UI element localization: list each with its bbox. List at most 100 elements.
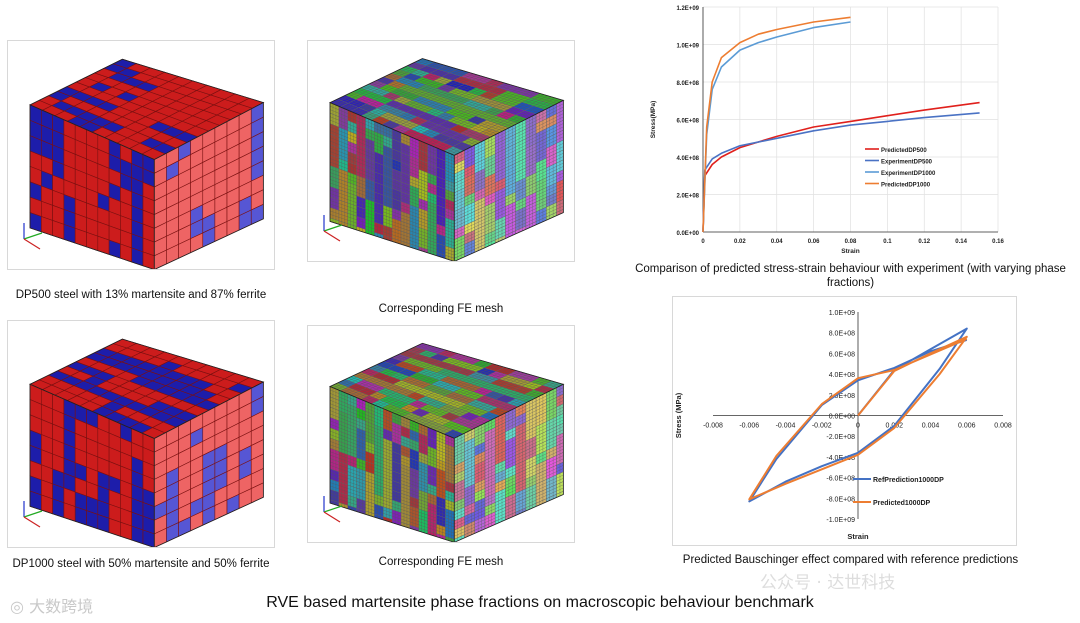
y-tick-label: -1.0E+09 — [826, 517, 855, 524]
mesh-line — [423, 89, 529, 143]
mesh-line — [454, 442, 564, 494]
mesh-line — [329, 485, 455, 528]
mesh-line — [436, 378, 544, 432]
mesh-line — [329, 126, 455, 178]
caption-mesh-top: Corresponding FE mesh — [378, 303, 504, 315]
y-tick-label: 8.0E+08 — [676, 81, 699, 87]
cube-right-face — [453, 99, 564, 263]
mesh-line — [454, 436, 564, 488]
mesh-line — [440, 95, 548, 150]
mesh-line — [329, 492, 455, 534]
mesh-line — [450, 99, 560, 155]
mesh-line — [454, 410, 564, 463]
cube-right-face — [453, 383, 564, 543]
mesh-line — [454, 209, 564, 259]
mesh-line — [329, 424, 455, 473]
mesh-line — [329, 168, 455, 215]
mesh-line — [329, 444, 455, 491]
mesh-line — [454, 186, 564, 237]
legend-label: RefPrediction1000DP — [873, 477, 944, 484]
mesh-line — [329, 482, 455, 525]
mesh-line — [329, 448, 455, 494]
mesh-line — [329, 193, 455, 237]
mesh-line — [340, 61, 435, 108]
mesh-line — [343, 347, 439, 393]
y-tick-label: 6.0E+08 — [676, 119, 699, 125]
mesh-line — [433, 93, 540, 147]
mesh-line — [329, 116, 455, 169]
mesh-line — [388, 362, 490, 412]
mesh-line — [454, 159, 564, 212]
mesh-line — [454, 406, 564, 460]
y-tick-label: 4.0E+08 — [676, 156, 699, 162]
mesh-line — [329, 210, 455, 253]
mesh-line — [329, 427, 455, 476]
mesh-line — [329, 396, 455, 448]
x-axis-label: Strain — [847, 532, 869, 541]
mesh-line — [416, 371, 521, 423]
mesh-line — [443, 96, 552, 152]
mesh-line — [392, 363, 493, 413]
x-tick-label: 0.006 — [958, 423, 976, 430]
rve-dp500-panel — [7, 40, 275, 271]
mesh-line — [329, 158, 455, 206]
face-outline — [153, 381, 264, 549]
mesh-line — [329, 400, 455, 451]
mesh-line — [419, 88, 525, 141]
mesh-line — [402, 82, 505, 134]
mesh-line — [454, 491, 564, 540]
series-line-ExperimentDP500 — [702, 112, 980, 233]
mesh-line — [388, 78, 490, 128]
mesh-line — [329, 179, 455, 225]
series-line-ExperimentDP1000 — [702, 21, 851, 233]
mesh-line — [454, 474, 564, 525]
x-tick-label: 0.16 — [992, 239, 1004, 245]
y-tick-label: 1.0E+09 — [829, 310, 855, 317]
mesh-line — [454, 429, 564, 482]
cube-left-face — [329, 385, 455, 543]
caption-dp500: DP500 steel with 13% martensite and 87% … — [15, 289, 267, 301]
mesh-line — [454, 110, 564, 165]
mesh-line — [329, 105, 455, 159]
cube-left-face — [29, 383, 155, 549]
mesh-line — [454, 478, 564, 528]
mesh-line — [454, 455, 564, 506]
mesh-line — [454, 166, 564, 218]
mesh-line — [329, 437, 455, 485]
mesh-line — [405, 84, 509, 136]
fe-mesh-top-panel — [307, 40, 575, 263]
mesh-line — [329, 472, 455, 515]
mesh-line — [443, 380, 552, 435]
mesh-line — [454, 103, 564, 159]
mesh-line — [454, 487, 564, 537]
mesh-line — [329, 133, 455, 184]
x-tick-label: 0.004 — [922, 423, 940, 430]
mesh-line — [454, 439, 564, 491]
legend-label: PredictedDP500 — [881, 148, 927, 154]
x-tick-label: 0.1 — [883, 239, 892, 245]
face-outline — [453, 383, 564, 543]
mesh-line — [454, 448, 564, 500]
mesh-line — [454, 445, 564, 497]
mesh-line — [454, 139, 564, 193]
mesh-line — [416, 87, 521, 140]
mesh-line — [371, 72, 470, 121]
face-outline — [453, 99, 564, 263]
watermark-left-text: 大数跨境 — [29, 597, 94, 616]
mesh-line — [381, 360, 482, 409]
mesh-line — [329, 151, 455, 200]
mesh-line — [454, 468, 564, 518]
mesh-line — [329, 137, 455, 187]
mesh-line — [329, 217, 455, 259]
mesh-line — [454, 419, 564, 473]
cube-top-face — [329, 58, 565, 156]
y-tick-label: 2.0E+08 — [676, 194, 699, 200]
mesh-line — [454, 120, 564, 175]
mesh-line — [454, 400, 564, 454]
caption-dp1000: DP1000 steel with 50% martensite and 50%… — [12, 558, 270, 570]
mesh-line — [329, 189, 455, 234]
mesh-line — [454, 397, 564, 451]
mesh-line — [357, 67, 454, 115]
mesh-line — [336, 345, 431, 390]
mesh-line — [364, 70, 462, 118]
